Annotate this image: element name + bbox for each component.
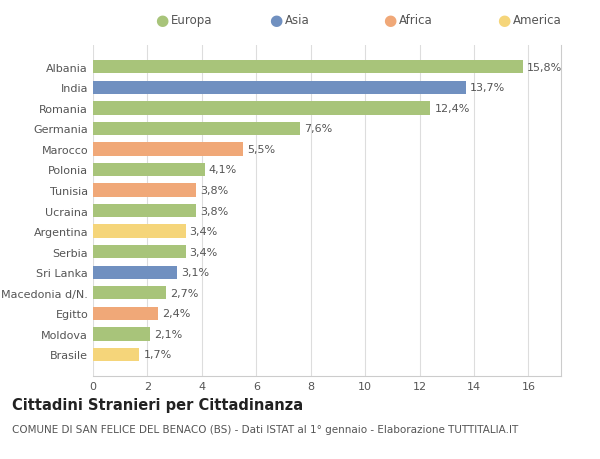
Text: 12,4%: 12,4% [434,104,470,113]
Text: America: America [513,14,562,27]
Text: ●: ● [383,13,396,28]
Text: 3,4%: 3,4% [190,247,218,257]
Text: Africa: Africa [399,14,433,27]
Bar [93,328,150,341]
Text: 7,6%: 7,6% [304,124,332,134]
Text: 3,4%: 3,4% [190,227,218,237]
Bar [93,225,185,238]
Text: 13,7%: 13,7% [470,83,505,93]
Bar [93,102,430,115]
Bar [93,163,205,177]
Text: 3,8%: 3,8% [200,206,229,216]
Text: 5,5%: 5,5% [247,145,275,155]
Text: Cittadini Stranieri per Cittadinanza: Cittadini Stranieri per Cittadinanza [12,397,303,412]
Text: COMUNE DI SAN FELICE DEL BENACO (BS) - Dati ISTAT al 1° gennaio - Elaborazione T: COMUNE DI SAN FELICE DEL BENACO (BS) - D… [12,425,518,435]
Text: Europa: Europa [171,14,212,27]
Text: 4,1%: 4,1% [209,165,237,175]
Text: 3,1%: 3,1% [181,268,209,278]
Text: 2,7%: 2,7% [170,288,199,298]
Bar [93,61,523,74]
Text: 3,8%: 3,8% [200,185,229,196]
Text: 2,4%: 2,4% [163,309,191,319]
Bar [93,348,139,361]
Bar [93,204,196,218]
Text: 15,8%: 15,8% [527,62,562,73]
Bar [93,143,242,156]
Text: 2,1%: 2,1% [154,329,182,339]
Bar [93,81,466,95]
Text: ●: ● [497,13,510,28]
Text: ●: ● [269,13,282,28]
Bar [93,123,300,136]
Text: 1,7%: 1,7% [143,350,172,360]
Bar [93,266,178,280]
Bar [93,184,196,197]
Bar [93,307,158,320]
Text: Asia: Asia [285,14,310,27]
Text: ●: ● [155,13,168,28]
Bar [93,246,185,259]
Bar [93,286,166,300]
